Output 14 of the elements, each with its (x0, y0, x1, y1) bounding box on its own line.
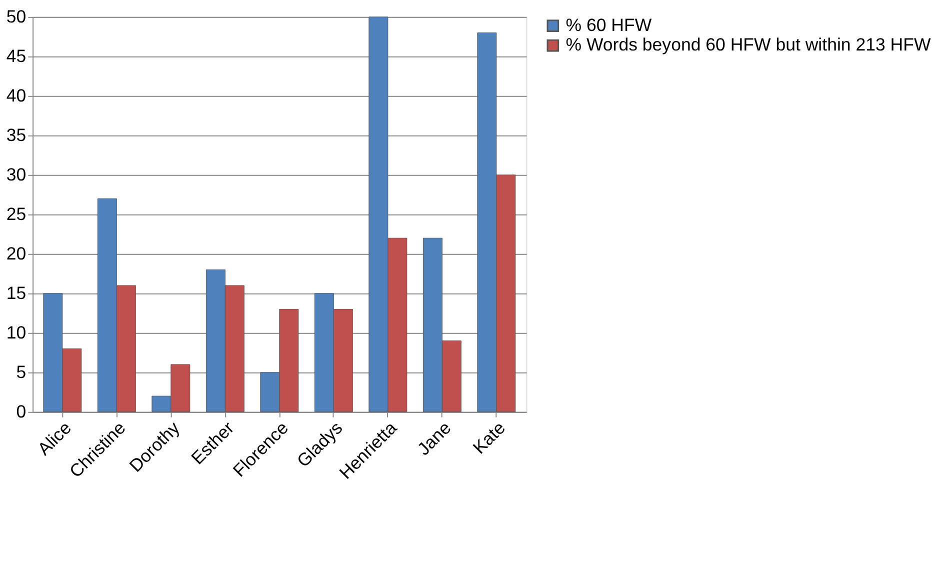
legend-label: % 60 HFW (566, 14, 652, 35)
y-tick-label: 50 (6, 6, 26, 26)
y-tick-label: 20 (6, 243, 26, 264)
legend-label: % Words beyond 60 HFW but within 213 HFW (566, 34, 931, 54)
y-tick-label: 15 (6, 282, 26, 303)
y-tick-label: 10 (6, 322, 26, 342)
y-tick-label: 30 (6, 164, 26, 184)
y-tick-label: 0 (16, 401, 26, 422)
y-tick-label: 5 (16, 362, 26, 382)
y-tick-label: 35 (6, 124, 26, 145)
y-tick-label: 40 (6, 85, 26, 106)
y-tick-label: 45 (6, 46, 26, 66)
y-tick-label: 25 (6, 204, 26, 224)
x-tick-label: Kate (469, 418, 510, 458)
